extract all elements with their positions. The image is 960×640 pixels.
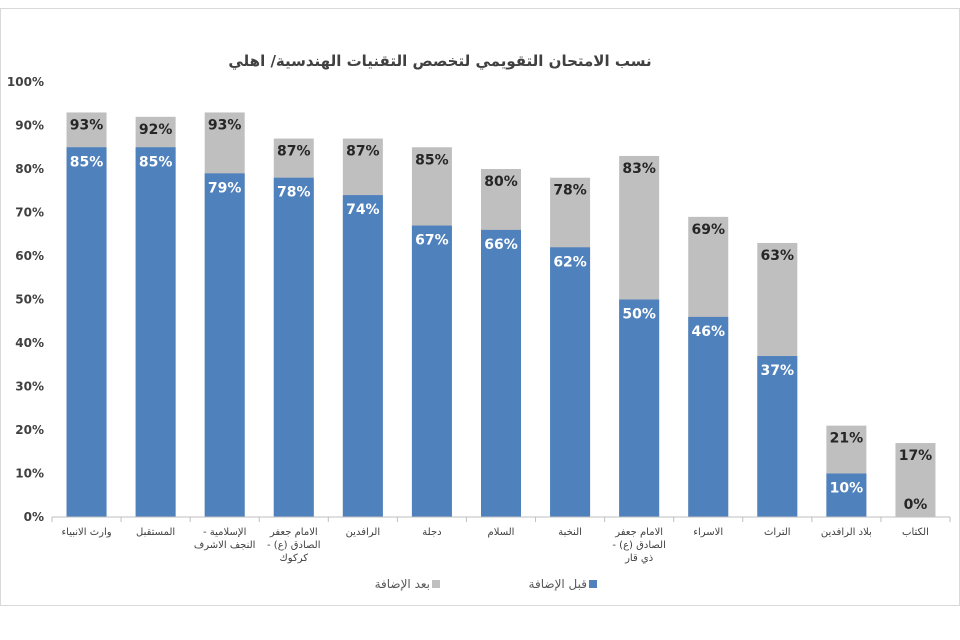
chart-title: نسب الامتحان التقويمي لتخصص التقنيات اله… [228,52,651,70]
data-label-after: 63% [761,248,795,264]
y-tick-label: 40% [15,336,44,350]
legend-label: قبل الإضافة [529,577,587,591]
bar-before [481,229,521,517]
data-label-before: 85% [70,154,104,170]
bar-before [619,299,660,517]
x-category-label: الصادق (ع) - [612,540,666,551]
x-category-label: دجلة [422,527,441,538]
data-label-before: 79% [208,180,242,196]
bar-before [204,173,245,517]
legend-swatch [432,580,440,588]
y-tick-label: 80% [15,162,44,176]
data-label-after: 87% [277,144,311,160]
data-label-before: 67% [415,233,449,249]
data-label-after: 17% [899,448,933,464]
x-category-label: الإسلامية - [203,527,246,538]
data-label-before: 50% [622,307,656,323]
data-label-before: 74% [346,202,380,218]
bar-before [66,147,107,517]
y-tick-label: 20% [15,423,44,437]
x-category-label: وارث الانبياء [61,527,111,538]
bar-before [273,177,314,517]
data-label-after: 93% [70,117,104,133]
data-label-before: 78% [277,185,311,201]
data-label-before: 62% [553,254,587,270]
x-category-label: كركوك [280,553,309,564]
legend: بعد الإضافة قبل الإضافة [375,577,597,591]
data-label-after: 80% [484,174,518,190]
y-axis: 0% 10% 20% 30% 40% 50% 60% 70% 80% 90% 100% [7,75,44,524]
bars: 93% 85% 92% 85% 93% 79% 87% 78% 87% 74% 85% 67% 80% 6… [66,112,936,518]
x-category-label: الصادق (ع) - [267,540,321,551]
y-tick-label: 100% [7,75,44,89]
bar-before [550,247,591,518]
y-tick-label: 50% [15,293,44,307]
x-category-label: الكتاب [902,527,929,538]
y-tick-label: 0% [24,510,44,524]
data-label-before: 0% [904,497,928,513]
x-axis: وارث الانبياء المستقبل الإسلامية - النجف ال… [51,516,951,564]
x-category-label: التراث [764,527,791,538]
data-label-after: 83% [622,161,656,177]
x-category-label: النخبة [558,527,582,538]
data-label-after: 78% [553,183,587,199]
x-category-label: ذي قار [624,553,653,564]
data-label-after: 85% [415,152,449,168]
x-category-label: الرافدين [346,527,381,538]
data-label-after: 21% [830,431,864,447]
data-label-before: 85% [139,154,173,170]
data-label-after: 69% [691,222,725,238]
bar-before [342,195,383,517]
x-category-label: النجف الاشرف [194,540,256,551]
data-label-before: 10% [830,481,864,497]
x-category-label: بلاد الرافدين [821,527,872,538]
legend-swatch [589,580,597,588]
data-label-before: 46% [691,324,725,340]
data-label-before: 37% [761,363,795,379]
bar-before [826,473,867,517]
y-tick-label: 30% [15,380,44,394]
y-tick-label: 10% [15,467,44,481]
bar-before [135,147,176,517]
y-tick-label: 60% [15,249,44,263]
legend-label: بعد الإضافة [375,577,430,591]
data-label-after: 87% [346,144,380,160]
y-tick-label: 90% [15,119,44,133]
y-tick-label: 70% [15,206,44,220]
x-category-label: الاسراء [693,527,723,538]
data-label-after: 92% [139,122,173,138]
bar-after [895,443,936,517]
x-category-label: الامام جعفر [269,527,318,538]
x-category-label: الامام جعفر [614,527,663,538]
bar-before [411,225,452,518]
x-category-label: السلام [488,527,515,538]
x-category-label: المستقبل [136,527,175,538]
bar-before [688,316,729,517]
data-label-after: 93% [208,117,242,133]
data-label-before: 66% [484,237,518,253]
bar-before [757,356,798,517]
